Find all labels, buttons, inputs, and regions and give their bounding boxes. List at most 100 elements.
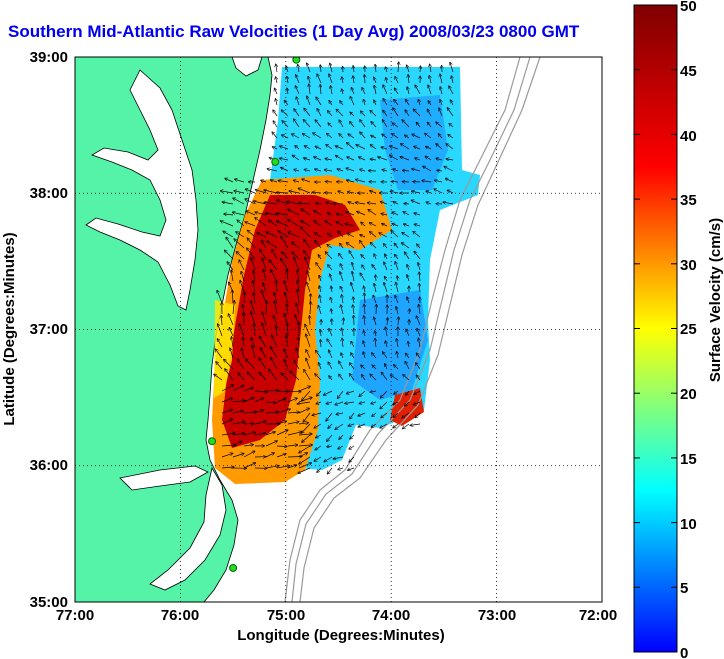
- velocity-arrow: [360, 132, 366, 139]
- velocity-arrow: [247, 372, 256, 381]
- velocity-arrow: [406, 100, 410, 106]
- velocity-arrow: [304, 251, 311, 260]
- velocity-arrow: [437, 170, 443, 171]
- velocity-arrow: [362, 88, 366, 95]
- velocity-arrow: [287, 202, 300, 205]
- velocity-arrow: [372, 353, 377, 359]
- velocity-arrow: [225, 369, 234, 381]
- velocity-arrow: [403, 375, 410, 381]
- velocity-arrow: [370, 232, 377, 238]
- velocity-arrow: [294, 360, 300, 370]
- velocity-arrow: [352, 263, 355, 271]
- velocity-arrow: [230, 348, 234, 359]
- velocity-arrow: [350, 374, 355, 381]
- velocity-arrow: [401, 144, 410, 150]
- velocity-arrow: [383, 85, 388, 95]
- velocity-arrow: [298, 188, 311, 194]
- velocity-arrow: [243, 398, 254, 403]
- velocity-arrow: [276, 99, 278, 106]
- velocity-arrow: [407, 87, 409, 95]
- velocity-arrow: [307, 271, 311, 282]
- velocity-arrow: [364, 100, 366, 106]
- velocity-arrow: [419, 284, 420, 293]
- velocity-arrow: [313, 133, 322, 139]
- velocity-arrow: [402, 412, 410, 418]
- velocity-arrow: [370, 223, 377, 227]
- velocity-arrow: [305, 324, 311, 337]
- velocity-arrow: [339, 134, 344, 139]
- velocity-arrow: [350, 434, 355, 439]
- velocity-arrow: [408, 75, 409, 84]
- velocity-arrow: [426, 191, 432, 193]
- velocity-arrow: [270, 347, 278, 359]
- velocity-arrow: [342, 89, 343, 95]
- velocity-arrow: [414, 146, 421, 150]
- velocity-arrow: [320, 330, 321, 337]
- velocity-arrow: [302, 434, 311, 442]
- colorbar-tick-label: 0: [680, 645, 688, 659]
- velocity-arrow: [232, 401, 245, 402]
- velocity-arrow: [443, 202, 454, 204]
- velocity-arrow: [317, 467, 322, 472]
- velocity-arrow: [345, 224, 355, 227]
- velocity-arrow: [349, 456, 355, 462]
- velocity-arrow: [394, 100, 399, 106]
- velocity-arrow: [390, 146, 399, 150]
- velocity-arrow: [276, 430, 288, 436]
- velocity-arrow: [348, 424, 355, 426]
- velocity-arrow: [372, 412, 377, 416]
- velocity-arrow: [419, 272, 420, 282]
- velocity-arrow: [281, 236, 289, 249]
- velocity-arrow: [288, 209, 300, 216]
- velocity-arrow: [315, 374, 322, 381]
- velocity-arrow: [218, 324, 223, 337]
- velocity-arrow: [265, 466, 279, 469]
- velocity-arrow: [350, 412, 355, 419]
- velocity-arrow: [292, 252, 300, 260]
- velocity-arrow: [235, 179, 245, 183]
- velocity-arrow: [267, 169, 278, 172]
- velocity-arrow: [393, 108, 399, 117]
- velocity-arrow: [265, 412, 278, 413]
- velocity-arrow: [415, 158, 421, 160]
- velocity-arrow: [307, 63, 311, 73]
- velocity-arrow: [427, 109, 432, 117]
- velocity-arrow: [411, 200, 421, 205]
- colorbar-tick-label: 20: [680, 386, 697, 403]
- velocity-arrow: [328, 123, 333, 128]
- velocity-arrow: [331, 86, 333, 95]
- velocity-arrow: [295, 146, 300, 150]
- velocity-arrow: [266, 301, 267, 315]
- velocity-arrow: [330, 298, 332, 304]
- velocity-arrow: [232, 454, 244, 458]
- velocity-arrow: [319, 286, 321, 293]
- velocity-arrow: [356, 180, 366, 183]
- velocity-arrow: [328, 111, 333, 117]
- velocity-arrow: [449, 86, 454, 95]
- velocity-arrow: [406, 329, 410, 337]
- velocity-arrow: [232, 441, 242, 447]
- velocity-arrow: [395, 88, 399, 95]
- velocity-arrows: [214, 62, 453, 474]
- velocity-arrow: [385, 277, 388, 282]
- velocity-arrow: [280, 158, 289, 160]
- velocity-arrow: [298, 408, 309, 414]
- velocity-arrow: [277, 192, 289, 193]
- velocity-arrow: [304, 108, 311, 117]
- velocity-arrow: [429, 76, 431, 84]
- velocity-arrow: [221, 385, 234, 392]
- velocity-arrow: [299, 445, 311, 453]
- velocity-arrow: [331, 309, 332, 315]
- velocity-arrow: [266, 213, 278, 216]
- velocity-arrow: [224, 214, 234, 215]
- velocity-arrow: [252, 346, 256, 359]
- radar-station-marker: [292, 57, 301, 64]
- velocity-arrow: [294, 169, 300, 171]
- velocity-arrow: [400, 157, 410, 161]
- velocity-arrow: [374, 100, 376, 106]
- velocity-arrow: [338, 445, 344, 449]
- velocity-arrow: [325, 170, 333, 171]
- velocity-arrow: [302, 390, 311, 400]
- velocity-arrow: [298, 434, 312, 435]
- velocity-arrow: [326, 402, 333, 404]
